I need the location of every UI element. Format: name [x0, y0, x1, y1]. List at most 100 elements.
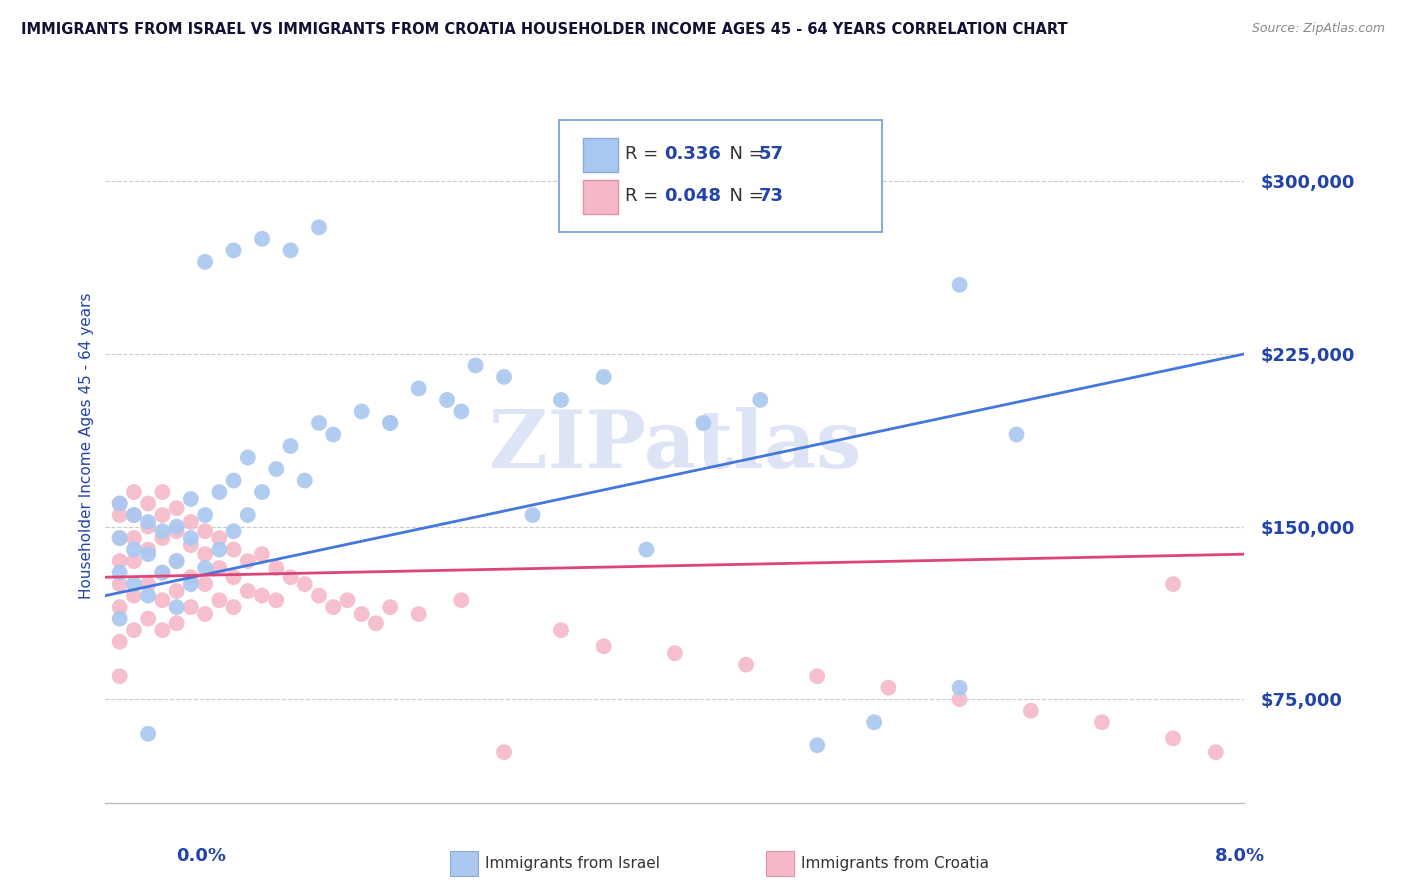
Point	[152, 508, 174, 522]
Point	[1005, 427, 1028, 442]
Point	[108, 508, 131, 522]
Point	[180, 577, 202, 591]
Point	[152, 623, 174, 637]
Point	[152, 566, 174, 580]
Point	[136, 727, 159, 741]
Point	[264, 462, 288, 476]
Point	[806, 738, 828, 752]
Point	[364, 616, 387, 631]
Point	[592, 370, 614, 384]
Point	[550, 623, 572, 637]
Point	[749, 392, 772, 407]
Point	[152, 485, 174, 500]
Point	[180, 491, 202, 506]
Point	[250, 589, 273, 603]
Point	[877, 681, 900, 695]
Point	[236, 584, 259, 599]
Point	[280, 244, 302, 258]
Point	[194, 577, 217, 591]
Point	[948, 692, 970, 706]
Point	[152, 566, 174, 580]
Point	[350, 607, 373, 621]
Point	[194, 524, 217, 538]
Point	[122, 508, 145, 522]
Point	[152, 593, 174, 607]
Point	[378, 416, 402, 430]
Point	[222, 542, 245, 557]
Point	[636, 542, 658, 557]
Point	[1161, 731, 1184, 746]
Point	[378, 416, 402, 430]
Y-axis label: Householder Income Ages 45 - 64 years: Householder Income Ages 45 - 64 years	[79, 293, 94, 599]
Point	[122, 542, 145, 557]
Point	[280, 570, 302, 584]
Point	[1019, 704, 1042, 718]
Point	[194, 508, 217, 522]
Text: Immigrants from Croatia: Immigrants from Croatia	[801, 856, 990, 871]
Point	[108, 577, 131, 591]
Point	[166, 524, 188, 538]
Point	[152, 524, 174, 538]
Point	[735, 657, 758, 672]
Point	[222, 524, 245, 538]
Text: IMMIGRANTS FROM ISRAEL VS IMMIGRANTS FROM CROATIA HOUSEHOLDER INCOME AGES 45 - 6: IMMIGRANTS FROM ISRAEL VS IMMIGRANTS FRO…	[21, 22, 1067, 37]
Point	[450, 593, 472, 607]
Point	[308, 589, 330, 603]
Point	[308, 416, 330, 430]
Point	[236, 508, 259, 522]
Point	[166, 616, 188, 631]
Point	[294, 474, 316, 488]
Point	[550, 392, 572, 407]
Point	[322, 600, 344, 615]
Point	[464, 359, 486, 373]
Point	[136, 612, 159, 626]
Text: N =: N =	[717, 187, 769, 205]
Point	[122, 623, 145, 637]
Point	[108, 531, 131, 545]
Point	[122, 589, 145, 603]
Point	[108, 600, 131, 615]
Text: R =: R =	[624, 187, 664, 205]
Point	[122, 554, 145, 568]
Point	[136, 577, 159, 591]
Point	[1205, 745, 1227, 759]
Point	[336, 593, 359, 607]
Point	[294, 577, 316, 591]
Point	[378, 600, 402, 615]
Point	[264, 593, 288, 607]
Point	[222, 244, 245, 258]
Point	[194, 547, 217, 561]
Point	[350, 404, 373, 418]
Text: 0.336: 0.336	[665, 145, 721, 163]
Point	[136, 547, 159, 561]
Point	[166, 584, 188, 599]
Point	[1161, 577, 1184, 591]
Point	[136, 497, 159, 511]
Point	[208, 485, 231, 500]
Point	[180, 600, 202, 615]
Point	[108, 497, 131, 511]
Point	[136, 515, 159, 529]
Point	[180, 515, 202, 529]
Point	[222, 474, 245, 488]
Point	[322, 427, 344, 442]
Point	[664, 646, 686, 660]
Point	[408, 381, 430, 395]
Point	[180, 570, 202, 584]
Point	[250, 547, 273, 561]
Point	[152, 531, 174, 545]
Point	[250, 485, 273, 500]
Point	[806, 669, 828, 683]
Text: 73: 73	[759, 187, 783, 205]
Point	[222, 570, 245, 584]
Point	[522, 508, 544, 522]
Point	[264, 561, 288, 575]
Point	[108, 669, 131, 683]
Point	[308, 220, 330, 235]
Point	[250, 232, 273, 246]
Text: N =: N =	[717, 145, 769, 163]
Point	[948, 277, 970, 292]
Point	[863, 715, 886, 730]
Text: ZIPatlas: ZIPatlas	[489, 407, 860, 485]
Point	[122, 531, 145, 545]
